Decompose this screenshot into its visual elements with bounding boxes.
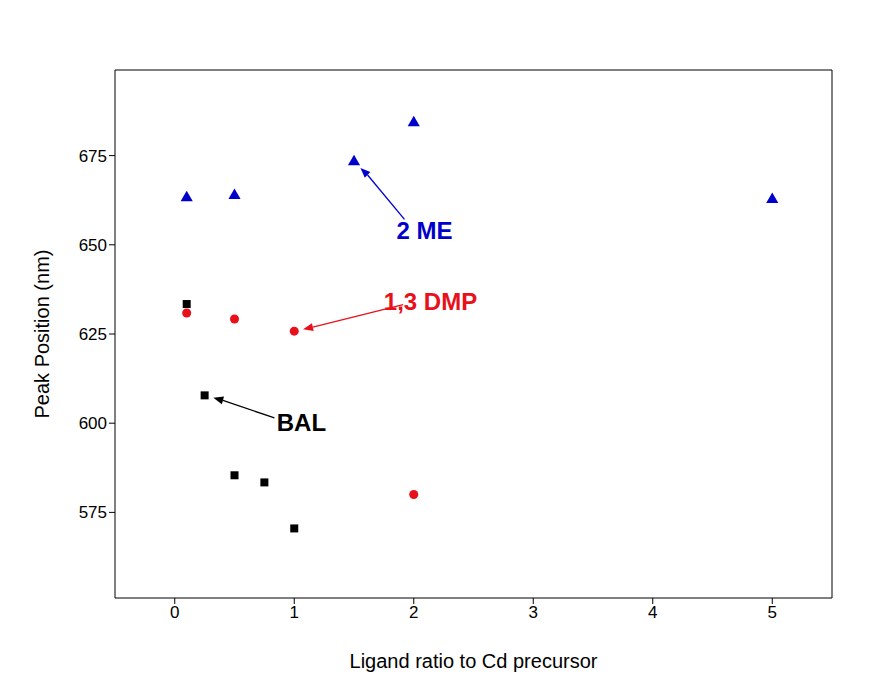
svg-text:1: 1	[290, 603, 299, 622]
svg-text:650: 650	[79, 236, 107, 255]
svg-text:675: 675	[79, 147, 107, 166]
svg-text:625: 625	[79, 325, 107, 344]
svg-text:Ligand ratio to Cd precursor: Ligand ratio to Cd precursor	[350, 650, 598, 672]
svg-text:4: 4	[648, 603, 657, 622]
svg-text:2: 2	[409, 603, 418, 622]
svg-text:Peak Position (nm): Peak Position (nm)	[31, 250, 53, 419]
svg-text:BAL: BAL	[277, 409, 326, 436]
svg-text:3: 3	[529, 603, 538, 622]
svg-text:5: 5	[768, 603, 777, 622]
svg-text:1,3 DMP: 1,3 DMP	[384, 288, 477, 315]
svg-text:2 ME: 2 ME	[396, 217, 452, 244]
svg-text:575: 575	[79, 503, 107, 522]
svg-text:0: 0	[170, 603, 179, 622]
svg-text:600: 600	[79, 414, 107, 433]
